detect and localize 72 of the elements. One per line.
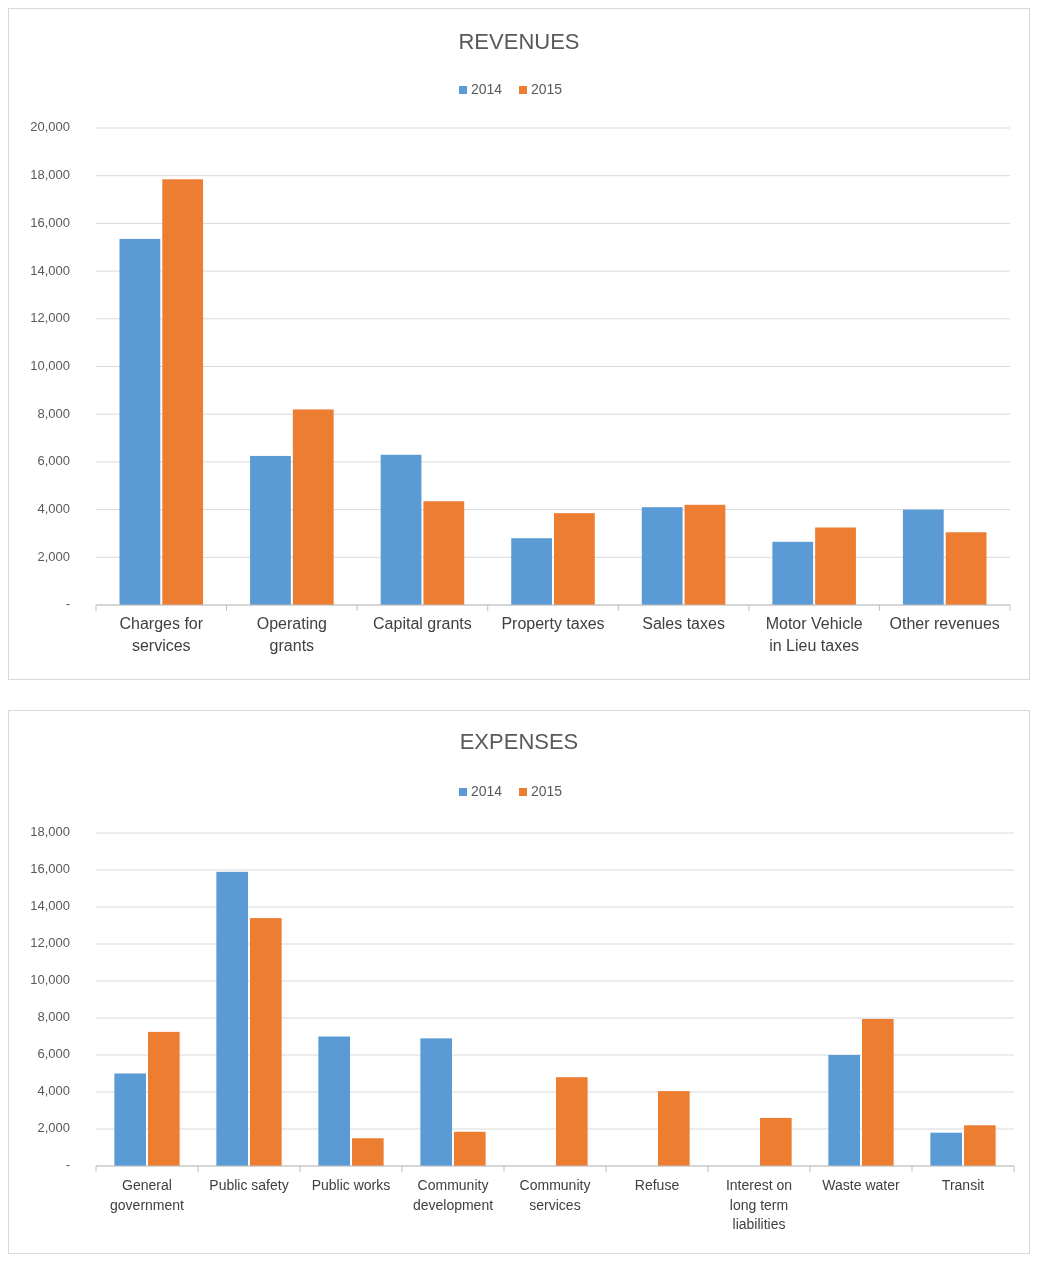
bar [658,1091,690,1166]
bar [292,409,334,605]
x-tick-label: Motor Vehicle in Lieu taxes [765,615,863,655]
bar [684,504,726,605]
bar [420,1038,452,1166]
y-tick-label: 6,000 [37,453,70,469]
y-tick-label: 12,000 [30,935,70,951]
legend-label: 2014 [471,782,503,799]
y-tick-label: 4,000 [37,501,70,517]
y-tick-label: 18,000 [30,167,70,183]
bar [216,871,248,1166]
bar [945,532,987,605]
bar [148,1031,180,1166]
y-tick-label: 2,000 [37,1120,70,1136]
bar [815,527,856,605]
y-tick-label: 14,000 [30,898,70,914]
bar [760,1117,792,1166]
bar [423,501,465,605]
bar [380,454,422,605]
chart-title: EXPENSES [459,728,579,754]
y-tick-label: 10,000 [30,972,70,988]
legend-label: 2014 [471,80,503,97]
x-tick-label: Other revenues [889,615,1000,632]
bar [641,507,683,605]
bar [352,1138,384,1166]
x-tick-label: Transit [941,1177,985,1193]
y-tick-label: 20,000 [30,119,70,135]
x-tick-label: Sales taxes [642,615,725,632]
x-tick-label: Waste water [822,1177,900,1193]
y-tick-label: 2,000 [37,548,70,564]
bar [119,238,161,605]
y-tick-label: - [65,596,70,612]
legend-label: 2015 [531,782,563,799]
bar [772,541,814,605]
y-tick-label: 8,000 [37,405,70,421]
x-tick-label: Charges for services [119,615,204,655]
bar [862,1018,894,1166]
bar [250,455,291,605]
y-tick-label: - [65,1157,70,1173]
bar [114,1073,146,1166]
x-tick-label: Refuse [634,1177,680,1193]
bar [554,513,595,605]
y-tick-label: 16,000 [30,861,70,877]
y-tick-label: 10,000 [30,357,70,373]
y-tick-label: 4,000 [37,1083,70,1099]
bar [250,918,282,1166]
bar [902,509,944,605]
y-tick-label: 18,000 [30,824,70,840]
legend-label: 2015 [531,80,563,97]
x-tick-label: Public works [311,1177,391,1193]
bar [964,1125,996,1166]
bar [318,1036,350,1166]
bar [556,1077,588,1166]
chart-title: REVENUES [458,28,580,54]
x-tick-label: Community services [519,1177,591,1213]
bar [828,1055,860,1166]
bar [511,538,552,605]
x-tick-label: Interest on long term liabilities [725,1177,793,1233]
y-tick-label: 12,000 [30,310,70,326]
x-tick-label: Property taxes [501,615,605,632]
y-tick-label: 6,000 [37,1046,70,1062]
x-tick-label: Capital grants [373,615,472,632]
y-tick-label: 8,000 [37,1009,70,1025]
x-tick-label: Operating grants [256,615,327,655]
bar [162,179,204,605]
bar [454,1131,486,1166]
x-tick-label: General government [110,1177,185,1213]
y-tick-label: 16,000 [30,214,70,230]
x-tick-label: Community development [412,1177,494,1213]
bar [930,1132,962,1166]
y-tick-label: 14,000 [30,262,70,278]
x-tick-label: Public safety [209,1177,289,1193]
